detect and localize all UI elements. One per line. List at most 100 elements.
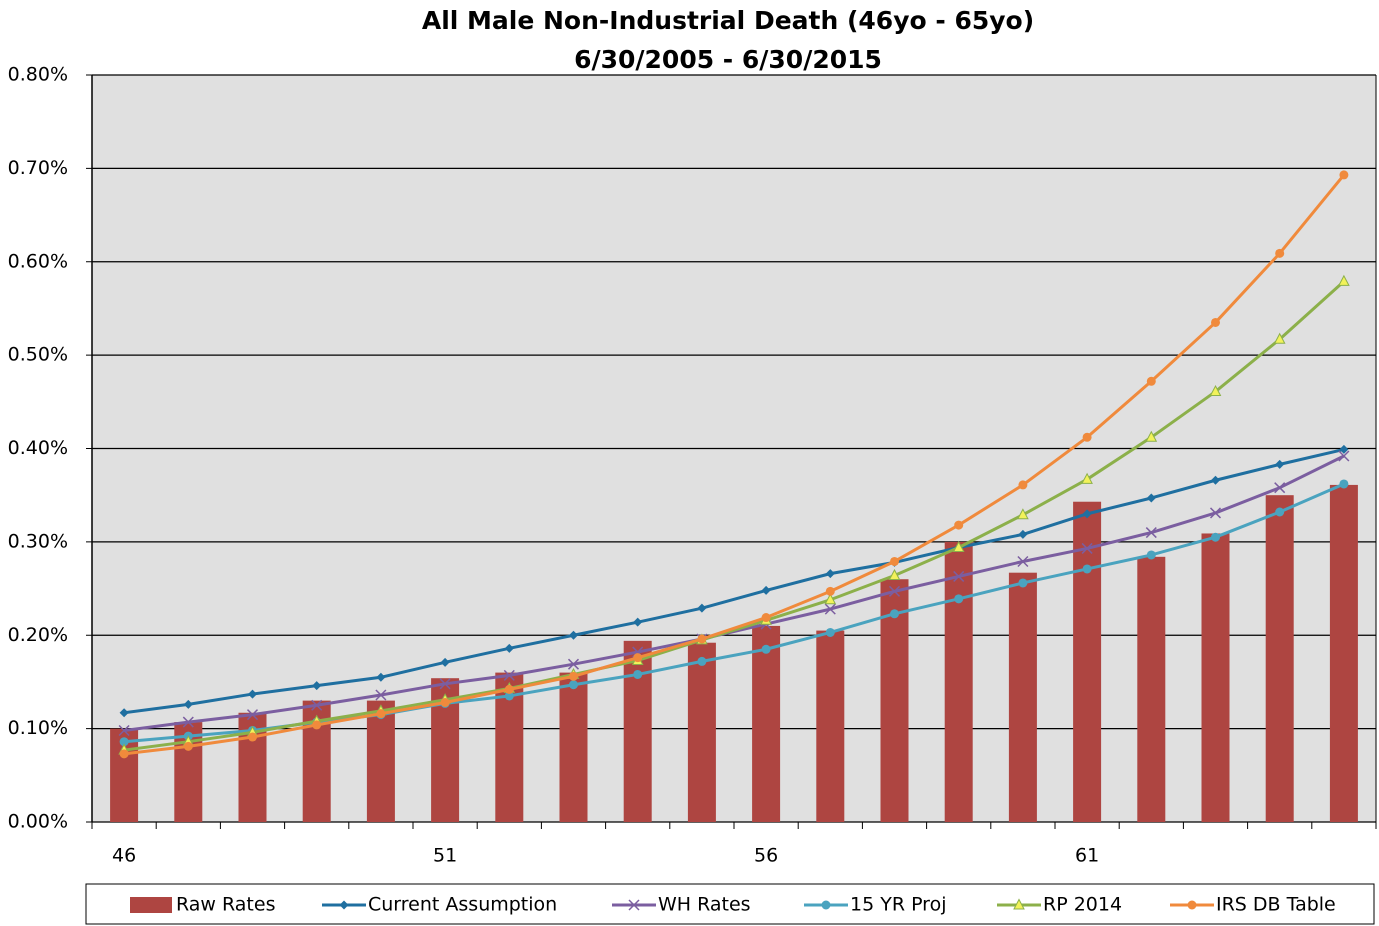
marker (1275, 507, 1285, 517)
marker (761, 613, 771, 623)
marker (1338, 274, 1350, 286)
y-tick-label: 0.60% (8, 250, 68, 272)
marker (1082, 564, 1092, 574)
legend-item: IRS DB Table (1170, 894, 1336, 916)
marker (504, 643, 514, 653)
marker (1082, 432, 1092, 442)
x-tick-label: 61 (1075, 845, 1099, 867)
marker (1013, 898, 1025, 910)
marker (1275, 248, 1285, 258)
y-tick-label: 0.10% (8, 717, 68, 739)
marker (633, 617, 643, 627)
marker (697, 634, 707, 644)
marker (1146, 493, 1156, 503)
marker (952, 540, 965, 552)
marker (761, 644, 771, 654)
marker (1339, 444, 1349, 454)
marker (954, 594, 964, 604)
x-tick-label: 46 (112, 845, 136, 867)
marker (888, 585, 901, 597)
marker (312, 720, 322, 730)
bar (1201, 533, 1230, 822)
bar (944, 541, 973, 822)
marker (1018, 480, 1028, 490)
marker (375, 689, 387, 701)
marker (825, 569, 835, 579)
marker (119, 749, 129, 759)
bar (1329, 484, 1358, 822)
y-tick-label: 0.70% (8, 157, 68, 179)
marker (118, 724, 130, 737)
legend-label: RP 2014 (1043, 894, 1122, 916)
legend-swatch (130, 897, 172, 913)
line (123, 447, 1345, 715)
legend-item: RP 2014 (997, 894, 1122, 916)
marker (1211, 317, 1220, 327)
marker (825, 627, 835, 637)
marker (1018, 529, 1028, 539)
y-tick-label: 0.50% (8, 344, 68, 366)
marker (504, 691, 514, 701)
marker (248, 732, 257, 742)
marker (825, 586, 835, 596)
marker (888, 568, 901, 580)
marker (1273, 332, 1286, 344)
chart-subtitle: 6/30/2005 - 6/30/2015 (574, 45, 882, 74)
bar (1137, 556, 1166, 822)
marker (633, 669, 643, 679)
marker (183, 699, 193, 709)
legend-item: 15 YR Proj (804, 894, 946, 916)
bar (366, 700, 395, 822)
bar (880, 579, 909, 822)
marker (697, 603, 707, 613)
marker (1145, 527, 1157, 539)
marker (1017, 555, 1029, 568)
marker (376, 709, 386, 719)
marker (697, 656, 707, 666)
marker (567, 658, 580, 670)
marker (1339, 170, 1349, 180)
marker (569, 630, 578, 640)
marker (824, 593, 837, 605)
marker (890, 609, 899, 619)
marker (1146, 550, 1156, 560)
marker (821, 900, 831, 910)
marker (633, 653, 643, 663)
marker (569, 671, 578, 681)
marker (1082, 509, 1092, 519)
legend-label: IRS DB Table (1216, 894, 1336, 916)
bar (1008, 572, 1037, 822)
marker (248, 689, 257, 699)
bar (623, 640, 652, 822)
marker (504, 684, 514, 694)
marker (439, 678, 451, 690)
y-tick-label: 0.40% (8, 437, 68, 459)
marker (311, 699, 323, 711)
bar (1265, 495, 1294, 822)
legend-box (85, 883, 1375, 925)
marker (1338, 450, 1350, 462)
marker (1146, 376, 1156, 386)
marker (1145, 430, 1158, 442)
marker (376, 672, 386, 682)
y-tick-label: 0.80% (8, 64, 68, 86)
marker (312, 681, 322, 691)
marker (628, 899, 640, 911)
marker (890, 556, 899, 566)
bar (816, 630, 845, 822)
bar (1073, 501, 1102, 822)
legend-label: Current Assumption (368, 894, 557, 916)
marker (339, 900, 349, 910)
legend-item: WH Rates (612, 894, 751, 916)
legend-item: Current Assumption (322, 894, 557, 916)
marker (761, 585, 771, 595)
y-tick-label: 0.20% (8, 624, 68, 646)
y-tick-label: 0.30% (8, 530, 68, 552)
marker (824, 603, 836, 615)
marker (1081, 472, 1093, 484)
marker (1081, 542, 1093, 554)
line (123, 280, 1345, 752)
y-tick-label: 0.00% (8, 811, 68, 833)
bar (687, 642, 716, 822)
